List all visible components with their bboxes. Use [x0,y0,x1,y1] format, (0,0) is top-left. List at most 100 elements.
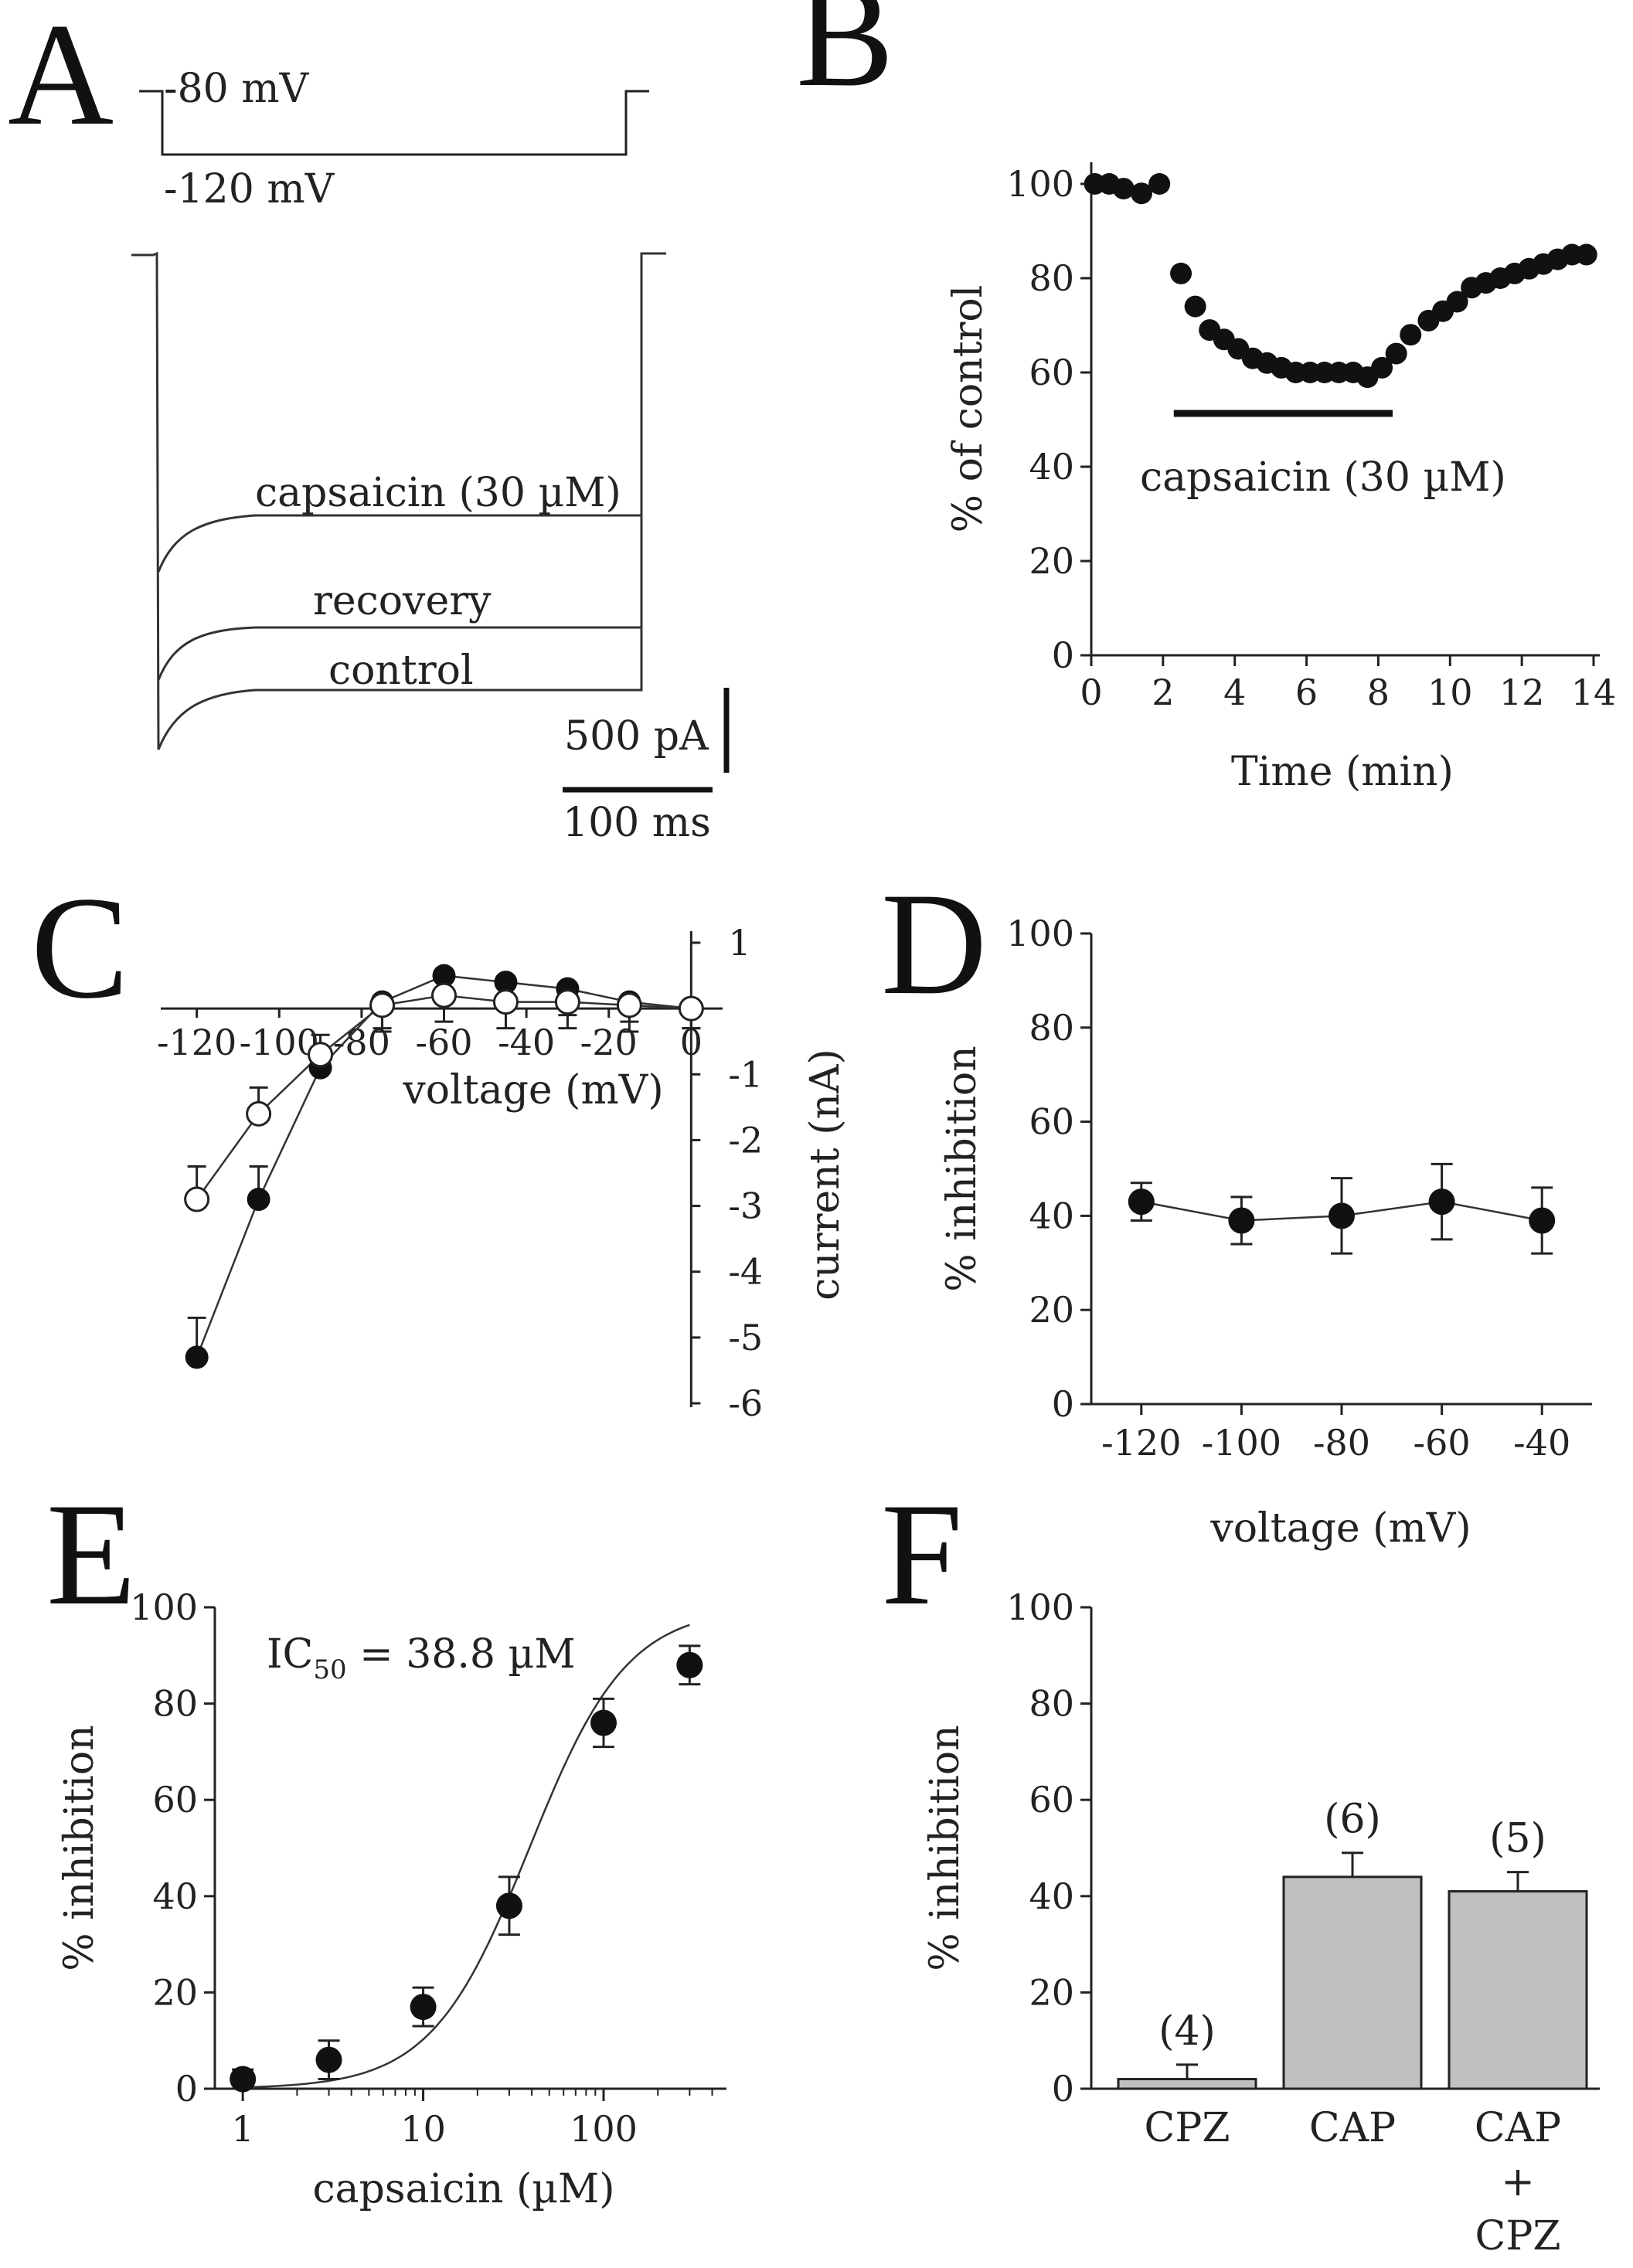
data-point-capsaicin [492,989,519,1015]
data-point-capsaicin [430,982,457,1008]
y-tick-label: 100 [1006,1586,1074,1628]
data-point [1131,182,1152,205]
y-tick-label: 40 [1029,1875,1074,1917]
y-tick-label: 100 [1006,913,1074,954]
data-point [1446,291,1468,313]
y-tick-label: 80 [1029,1007,1074,1049]
x-tick-label: 100 [570,2108,638,2150]
x-tick-label: 0 [1080,672,1102,713]
x-tick-label: -20 [580,1022,638,1063]
current-trace-recovery [157,626,641,681]
data-point-capsaicin [246,1100,272,1127]
x-tick-label: 14 [1571,672,1617,713]
data-point [315,2046,342,2073]
y-axis-title: % of control [945,285,992,533]
y-tick-label: 20 [1029,1289,1074,1331]
scalebar-current-label: 500 pA [564,713,709,760]
y-tick-label: -5 [728,1317,763,1358]
chart-d-plot: 0 20 40 60 80 100 % inhibition -120 -100 -80 -60 -4… [939,913,1592,1552]
x-tick-label: -40 [1513,1422,1570,1464]
category-label: CPZ [1145,2105,1230,2151]
y-axis-title: % inhibition [56,1725,103,1970]
panel-letter-e: E [46,1474,136,1636]
y-tick-label: 60 [152,1779,198,1821]
x-tick-label: 10 [1427,672,1473,713]
x-axis-title: capsaicin (µM) [312,2166,614,2212]
data-point-control [432,964,456,988]
data-point [495,1892,522,1919]
y-tick-label: 80 [1029,257,1074,299]
panel-b: B 0 20 40 60 80 100 % of control 0 2 4 6 8 10 12 14 Tim… [796,0,1616,795]
y-tick-label: -2 [728,1119,763,1161]
data-point-control [494,971,518,995]
data-point [1371,356,1393,379]
data-point [1575,243,1597,266]
x-tick-label: -120 [157,1022,236,1063]
x-tick-label: -100 [240,1022,319,1063]
data-point [1228,1207,1255,1234]
voltage-protocol [139,90,649,156]
x-tick-label: 12 [1499,672,1545,713]
data-point-capsaicin [369,992,396,1018]
category-label: CPZ [1475,2213,1561,2259]
y-tick-label: 20 [1029,540,1074,582]
data-point [1400,324,1422,346]
data-point-capsaicin [308,1042,334,1068]
panel-letter-d: D [881,863,987,1025]
x-tick-label: -80 [1313,1422,1370,1464]
panel-a: A -80 mV -120 mV capsaicin (30 µM) recov… [8,0,730,846]
x-tick-label: 10 [400,2108,446,2150]
bar [1448,1890,1588,2090]
n-label: (5) [1489,1816,1546,1862]
y-tick-label: -6 [728,1382,763,1424]
panel-letter-b: B [796,0,894,117]
data-point [1148,173,1171,195]
y-tick-label: 0 [175,2068,198,2110]
bar [1282,1875,1423,2090]
x-tick-label: 4 [1223,672,1246,713]
y-tick-label: 40 [1029,446,1074,488]
x-tick-label: -60 [415,1022,472,1063]
y-axis-title: % inhibition [922,1725,968,1970]
y-tick-label: 0 [1052,2068,1074,2110]
panel-letter-a: A [8,0,114,156]
x-tick-label: 2 [1152,672,1174,713]
y-tick-label: -3 [728,1185,763,1227]
ic50-annotation: IC50 = 38.8 µM [267,1631,576,1685]
panel-letter-c: C [31,867,129,1029]
x-tick-label: 1 [232,2108,254,2150]
y-tick-label: 100 [1006,163,1074,205]
y-tick-label: 40 [1029,1195,1074,1236]
n-label: (6) [1324,1797,1381,1843]
data-point [1170,262,1192,284]
y-axis-title: % inhibition [939,1046,985,1291]
application-label: capsaicin (30 µM) [1140,454,1506,501]
chart-f-plot: 0 20 40 60 80 100 % inhibition (4) CPZ (6) CAP (5) C… [922,1586,1600,2259]
y-tick-label: 80 [152,1683,198,1725]
y-tick-label: 60 [1029,352,1074,393]
data-point-control [247,1188,270,1212]
category-label: CAP [1475,2105,1561,2151]
y-tick-label: -1 [728,1053,763,1095]
y-tick-label: 80 [1029,1683,1074,1725]
data-point [1112,178,1135,200]
category-label: CAP [1309,2105,1396,2151]
chart-e-plot: 0 20 40 60 80 100 % inhibition 1 10 100 capsaicin … [56,1586,726,2212]
data-point-capsaicin [616,992,642,1018]
panel-d: D 0 20 40 60 80 100 % inhibition -120 -100 -80 -60… [881,863,1592,1552]
data-point [590,1709,617,1736]
x-tick-label: -100 [1202,1422,1281,1464]
y-tick-label: -4 [728,1251,763,1293]
trace-label-capsaicin: capsaicin (30 µM) [255,470,621,516]
x-axis-title: Time (min) [1231,749,1454,795]
bar [1117,2078,1257,2090]
data-point [410,1994,437,2021]
data-point-capsaicin [678,995,704,1022]
trace-label-recovery: recovery [313,578,492,624]
x-tick-label: 6 [1295,672,1318,713]
y-tick-label: 0 [1052,634,1074,676]
y-tick-label: 40 [152,1875,198,1917]
chart-b-plot: 0 20 40 60 80 100 % of control 0 2 4 6 8 10 12 14 Time … [945,162,1616,795]
current-trace-capsaicin [157,514,641,573]
data-point [676,1651,703,1678]
